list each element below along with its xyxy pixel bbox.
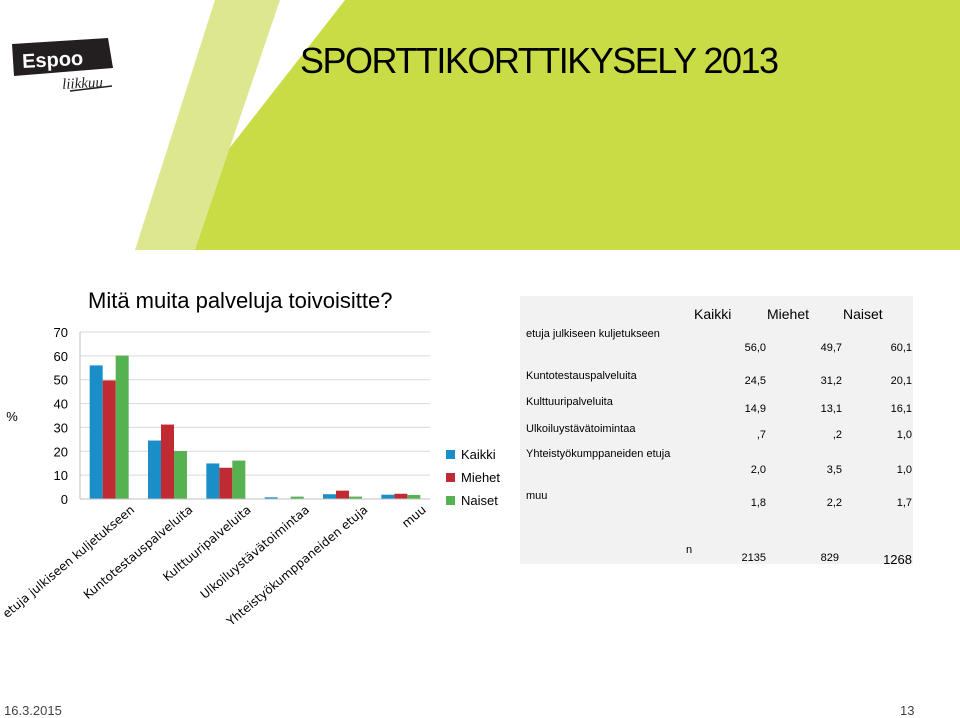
slide-date: 16.3.2015 [4,703,62,718]
table-cell: 60,1 [890,342,912,354]
legend-swatch [446,450,455,459]
y-tick-label: 40 [54,397,68,412]
y-tick-label: 60 [54,349,68,364]
bar [161,424,174,499]
table-row-label: etuja julkiseen kuljetukseen [526,328,660,340]
bar [148,440,161,499]
bar [381,494,395,499]
y-tick-label: 20 [54,444,68,459]
table-cell: 3,5 [826,464,842,476]
table-header-naiset: Naiset [843,306,883,322]
bar [394,493,408,499]
n-value-naiset: 1268 [883,552,912,567]
x-tick-label: Kuntotestauspalveluita [81,503,196,602]
table-cell: 24,5 [744,375,766,387]
table-cell: 1,8 [750,497,766,509]
n-value-kaikki: 2135 [741,552,766,564]
bar [407,494,421,499]
table-header-miehet: Miehet [767,306,810,322]
legend-swatch [446,473,455,482]
svg-text:Espoo: Espoo [22,48,84,73]
bar [89,365,103,499]
table-cell: 49,7 [820,342,842,354]
table-header-kaikki: Kaikki [694,306,732,322]
bar [349,496,362,499]
bar [219,467,233,499]
table-cell: 56,0 [744,342,766,354]
n-value-miehet: 829 [820,552,839,564]
legend-label: Kaikki [461,447,496,462]
data-table: Kaikki Miehet Naiset etuja julkiseen kul… [520,296,913,567]
espoo-liikkuu-logo: Espoo liikkuu [12,38,113,93]
table-cell: 14,9 [744,403,766,415]
chart-title: Mitä muita palveluja toivoisitte? [88,288,393,313]
y-tick-label: 50 [54,373,68,388]
y-tick-label: 0 [61,492,68,507]
bar [323,494,336,499]
legend-label: Naiset [461,493,498,508]
table-row-label: Kuntotestauspalveluita [526,370,637,382]
light-lime-stripe [135,0,280,250]
table-cell: 31,2 [820,375,842,387]
bar [232,460,246,499]
legend-label: Miehet [461,470,500,485]
page-number: 13 [900,703,915,718]
bar [336,490,349,499]
table-cell: ,2 [832,429,842,441]
table-cell: 2,2 [826,497,842,509]
slide-title: SPORTTIKORTTIKYSELY 2013 [300,40,779,81]
table-cell: 2,0 [750,464,766,476]
bar [206,463,220,499]
bar [264,497,278,499]
table-cell: 1,7 [896,497,912,509]
x-tick-label: muu [399,503,429,531]
bar [290,496,304,499]
legend-swatch [446,496,455,505]
table-row-label: Ulkoiluystävätoimintaa [526,423,636,435]
table-cell: 1,0 [896,464,912,476]
bar [102,380,116,499]
bar [174,451,187,499]
table-row-label: Kulttuuripalveluita [526,396,613,408]
table-row-label: muu [526,490,548,502]
lime-banner [150,0,960,250]
bar [115,355,129,499]
table-cell: 1,0 [896,429,912,441]
x-tick-label: Ulkoiluystävätoimintaa [198,503,312,602]
table-cell: 13,1 [820,403,842,415]
y-tick-label: 30 [54,420,68,435]
table-cell: 20,1 [890,375,912,387]
table-cell: ,7 [756,429,766,441]
y-axis-label: % [6,409,18,424]
table-cell: 16,1 [890,403,912,415]
n-label: n [686,544,693,556]
table-row-label: Yhteistyökumppaneiden etuja [526,448,671,460]
y-tick-label: 70 [54,325,68,340]
y-tick-label: 10 [54,468,68,483]
